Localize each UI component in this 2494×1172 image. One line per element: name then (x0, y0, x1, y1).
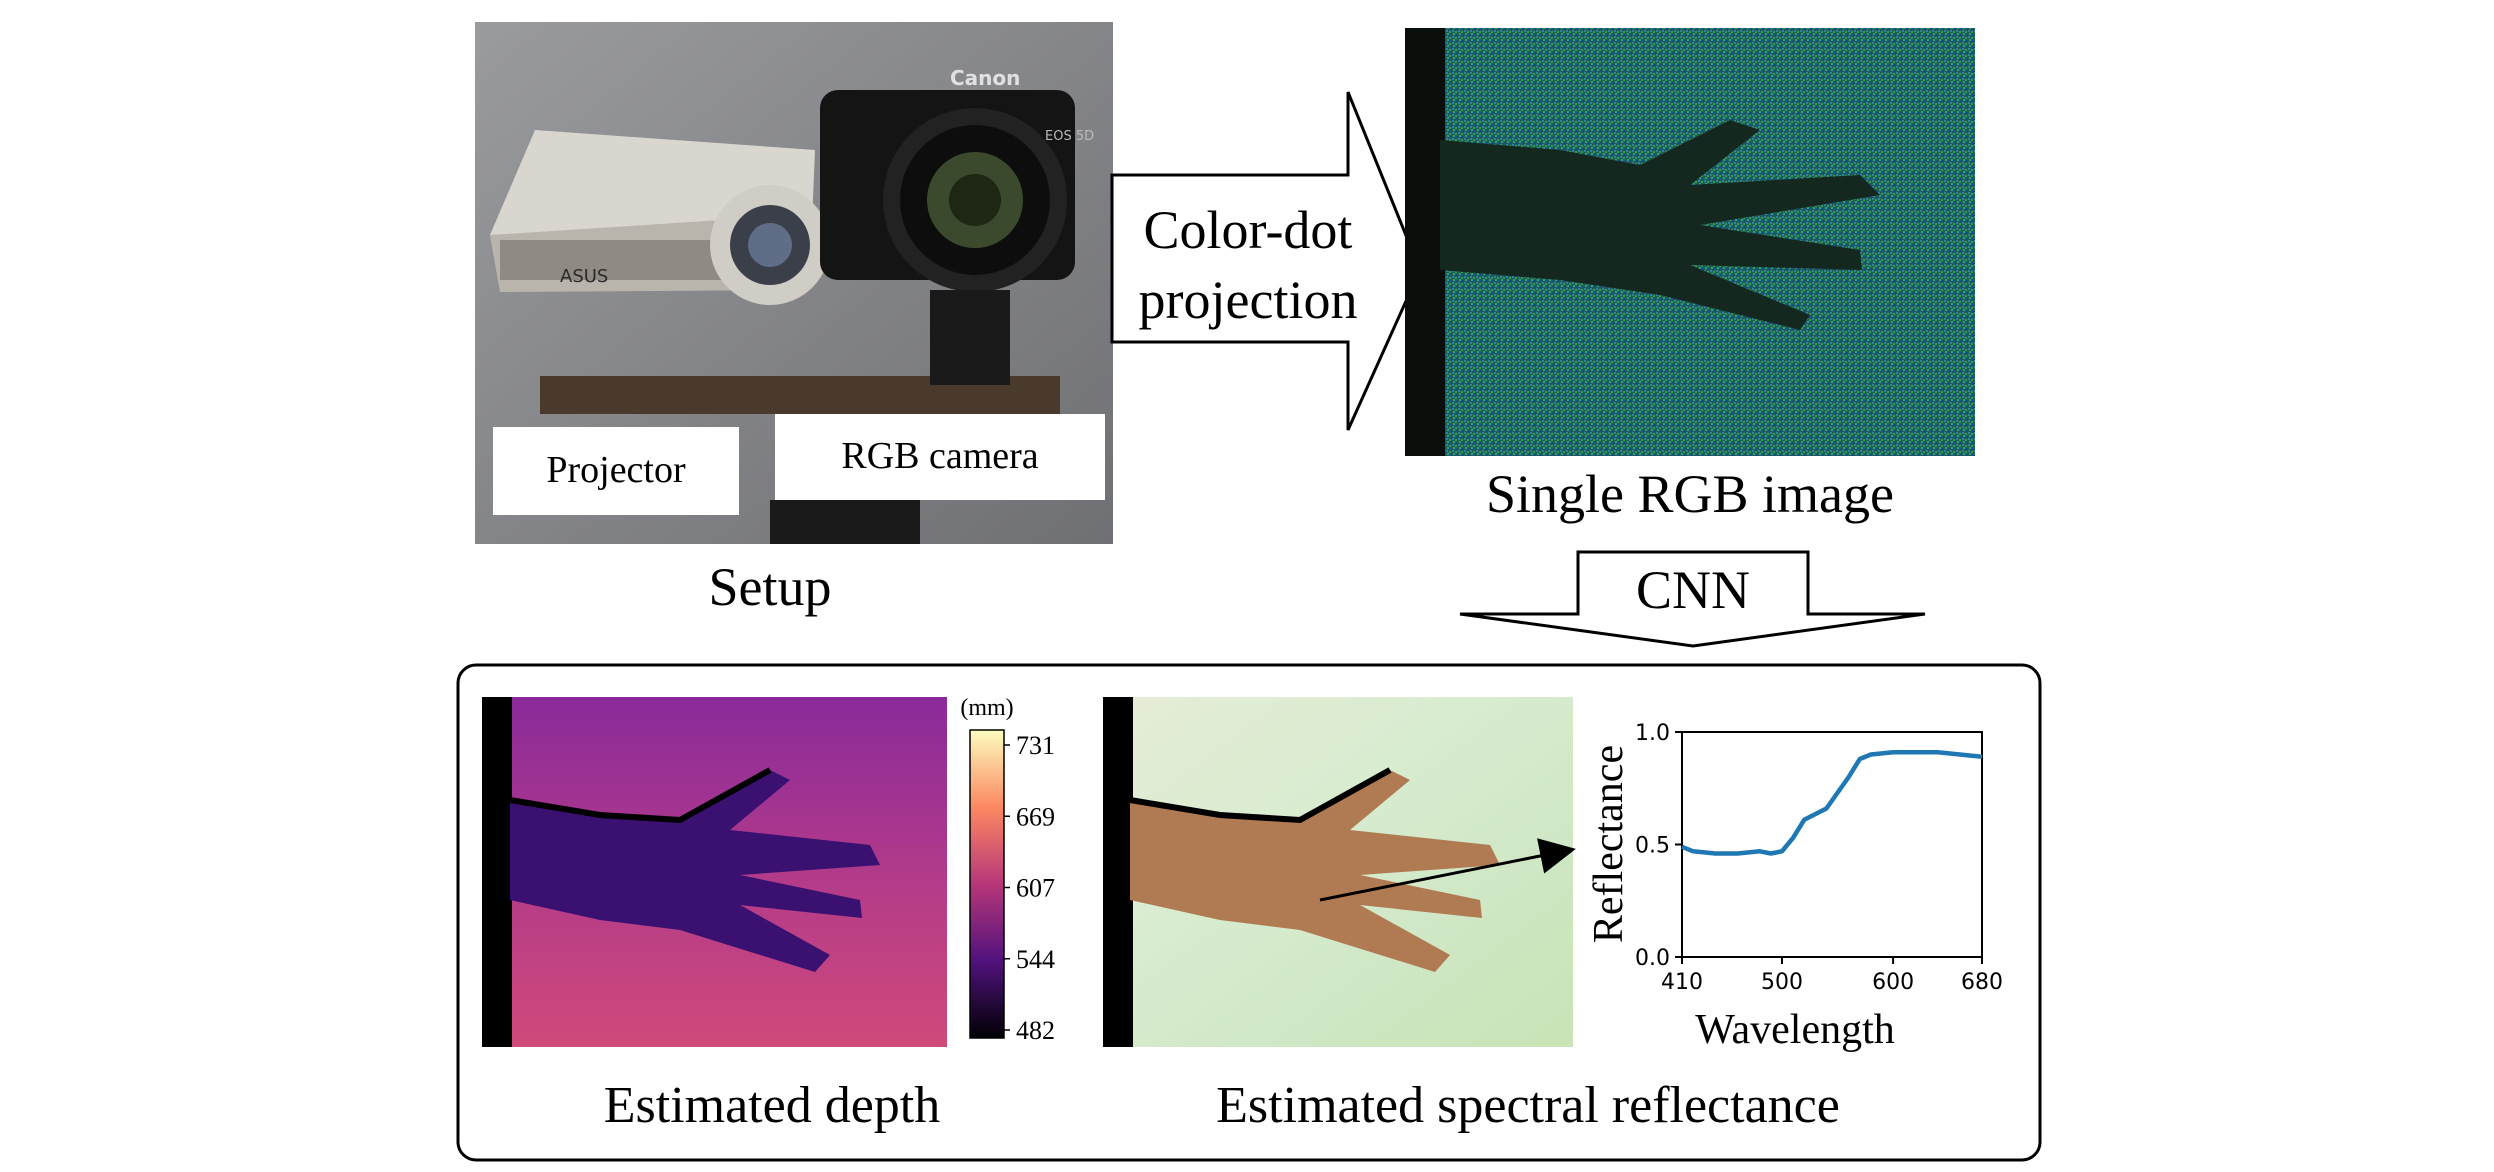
series-line-reflectance (1681, 750, 1983, 856)
y-tick-label: 1.0 (1635, 721, 1670, 746)
depth-map (482, 697, 947, 1047)
colorbar-tick-label: 482 (1016, 1016, 1055, 1045)
colorbar-tick-label: 607 (1016, 874, 1055, 903)
x-tick-label: 410 (1661, 970, 1703, 995)
reflectance-hand (1130, 770, 1500, 972)
reflectance-chart: 410 500 600 680 0.0 0.5 1.0 Wavelength Reflect… (1586, 721, 2003, 1053)
chart-xlabel: Wavelength (1695, 1007, 1895, 1053)
depth-caption: Estimated depth (604, 1077, 940, 1134)
y-tick-label: 0.0 (1635, 946, 1670, 971)
colorbar-unit: (mm) (960, 695, 1013, 721)
cnn-label: CNN (1636, 560, 1750, 620)
reflectance-map (1103, 697, 1576, 1047)
x-tick-label: 680 (1961, 970, 2003, 995)
camera-model: EOS 5D (1045, 129, 1094, 144)
colorbar-tick-label: 544 (1016, 945, 1055, 974)
camera-label-box (775, 414, 1105, 500)
setup-photo: ASUS Canon EOS 5D Projector RGB camera (475, 22, 1113, 544)
projector-label-box (493, 427, 739, 515)
projection-arrow-line2: projection (1139, 270, 1358, 330)
colorbar-tick-label: 731 (1016, 731, 1055, 760)
projector-label: Projector (546, 449, 686, 491)
projector-logo: ASUS (560, 266, 608, 287)
reflectance-caption: Estimated spectral reflectance (1216, 1077, 1840, 1134)
chart-axes: 410 500 600 680 0.0 0.5 1.0 (1635, 721, 2003, 995)
projection-arrow: Color-dot projection (1110, 91, 1422, 431)
projection-arrow-line1: Color-dot (1144, 200, 1353, 260)
rgb-hand (1440, 120, 1880, 330)
projector-device: ASUS (490, 130, 830, 305)
depth-hand (510, 770, 880, 972)
x-tick-label: 500 (1761, 970, 1803, 995)
depth-colorbar: (mm) 731 669 607 544 482 (960, 695, 1055, 1045)
camera-brand: Canon (950, 66, 1020, 90)
cnn-arrow: CNN (1459, 550, 1926, 648)
pointer-arrow (1319, 838, 1576, 902)
setup-caption: Setup (708, 557, 831, 617)
rgb-image (1405, 28, 1975, 456)
camera-label: RGB camera (841, 435, 1038, 477)
camera-device: Canon EOS 5D (820, 66, 1094, 385)
y-tick-label: 0.5 (1635, 834, 1670, 859)
chart-ylabel: Reflectance (1586, 745, 1632, 943)
x-tick-label: 600 (1872, 970, 1914, 995)
rgb-image-caption: Single RGB image (1486, 464, 1894, 524)
colorbar-tick-label: 669 (1016, 802, 1055, 831)
